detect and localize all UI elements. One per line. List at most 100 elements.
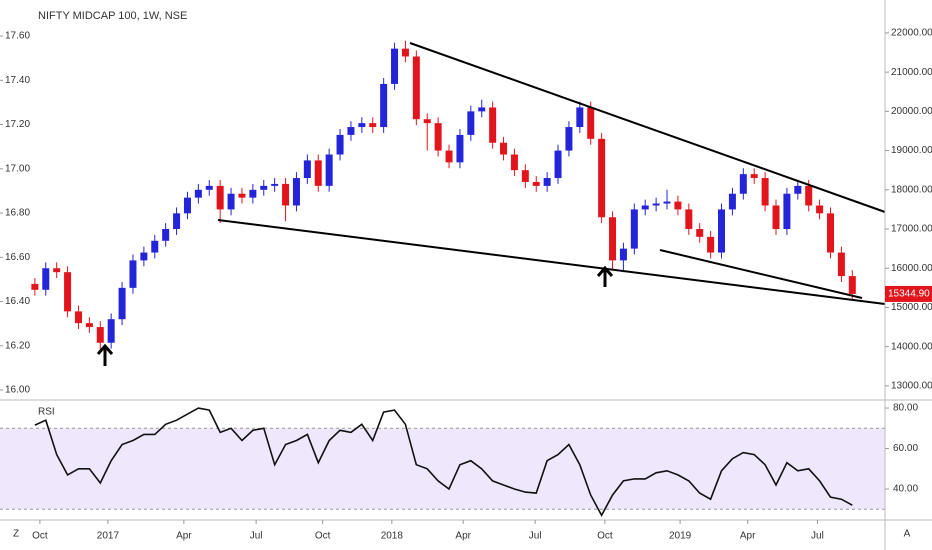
- candle-body: [750, 174, 758, 179]
- candle-body: [805, 185, 813, 206]
- candle-body: [96, 327, 104, 343]
- candle-body: [554, 150, 562, 179]
- candle-body: [467, 111, 475, 135]
- candle-body: [663, 201, 671, 204]
- candle-body: [728, 193, 736, 210]
- rsi-tick-label: 60.00: [893, 443, 918, 454]
- y2-tick-label: 17.40: [5, 75, 30, 86]
- candle-body: [739, 174, 747, 194]
- trend-line: [409, 42, 886, 213]
- candle-body: [314, 160, 322, 186]
- candle-body: [42, 268, 50, 290]
- y-tick-label: 17000.00: [891, 224, 932, 235]
- y-tick-label: 19000.00: [891, 145, 932, 156]
- toolbar-button[interactable]: A: [904, 529, 911, 540]
- candle-body: [107, 319, 115, 343]
- candle-body: [369, 123, 377, 128]
- candle-body: [848, 276, 856, 294]
- candle-body: [401, 48, 409, 57]
- candle-body: [521, 170, 529, 182]
- y-tick-label: 14000.00: [891, 341, 932, 352]
- candle-body: [358, 123, 366, 128]
- candle-body: [74, 311, 82, 324]
- candle-body: [816, 205, 824, 214]
- candle-body: [162, 229, 170, 241]
- y-tick-label: 20000.00: [891, 106, 932, 117]
- candle-body: [140, 252, 148, 261]
- candle-body: [260, 185, 268, 190]
- y2-tick-label: 16.20: [5, 340, 30, 351]
- arrow: [596, 265, 614, 287]
- candle-body: [129, 260, 137, 288]
- candle-body: [64, 272, 72, 312]
- rsi-band: [0, 428, 885, 510]
- candle-body: [216, 185, 224, 210]
- candle-body: [412, 56, 420, 120]
- candle-body: [118, 287, 126, 320]
- candle-body: [609, 217, 617, 261]
- candle-body: [794, 185, 802, 194]
- candle-body: [587, 107, 595, 139]
- candles: [31, 40, 856, 351]
- candle-body: [619, 248, 627, 261]
- candle-body: [282, 183, 290, 206]
- x-tick-label: Apr: [176, 531, 192, 542]
- candle-body: [630, 209, 638, 249]
- y-tick-label: 16000.00: [891, 263, 932, 274]
- y-tick-label: 21000.00: [891, 67, 932, 78]
- candle-body: [183, 197, 191, 214]
- rsi-line: [34, 407, 853, 517]
- last-price-label: 15344.90: [888, 289, 930, 300]
- candle-body: [783, 193, 791, 230]
- candle-body: [576, 107, 584, 128]
- y-tick-label: 15000.00: [891, 302, 932, 313]
- candle-body: [598, 138, 606, 218]
- y2-tick-label: 16.80: [5, 208, 30, 219]
- candle-body: [565, 127, 573, 151]
- candle-body: [718, 209, 726, 253]
- arrow: [96, 343, 114, 366]
- indicator-label: RSI: [38, 407, 55, 418]
- candle-body: [292, 178, 300, 206]
- candle-body: [641, 205, 649, 210]
- x-tick-label: Oct: [597, 531, 613, 542]
- x-tick-label: Oct: [315, 531, 331, 542]
- y2-tick-label: 16.40: [5, 296, 30, 307]
- candle-body: [478, 107, 486, 112]
- candle-body: [543, 178, 551, 186]
- candle-body: [205, 185, 213, 190]
- candle-body: [434, 123, 442, 151]
- candle-body: [53, 268, 61, 273]
- toolbar-button[interactable]: Z: [13, 529, 19, 540]
- candle-body: [696, 229, 704, 237]
- y2-tick-label: 16.60: [5, 252, 30, 263]
- candle-body: [445, 150, 453, 163]
- x-tick-label: 2018: [381, 531, 404, 542]
- candle-body: [85, 323, 93, 328]
- candle-body: [271, 183, 279, 186]
- rsi-tick-label: 40.00: [893, 484, 918, 495]
- candle-body: [456, 134, 464, 163]
- candle-body: [31, 283, 39, 290]
- rsi-pane: [0, 427, 885, 510]
- y2-tick-label: 17.20: [5, 119, 30, 130]
- y2-tick-label: 17.00: [5, 163, 30, 174]
- y-tick-label: 22000.00: [891, 28, 932, 39]
- x-tick-label: 2019: [669, 531, 692, 542]
- x-tick-label: Oct: [32, 531, 48, 542]
- candle-body: [391, 48, 399, 84]
- candle-body: [325, 154, 333, 186]
- candle-body: [173, 213, 181, 230]
- last-price-box: [885, 285, 932, 302]
- y-tick-label: 18000.00: [891, 184, 932, 195]
- x-tick-label: Apr: [455, 531, 471, 542]
- candle-body: [238, 193, 246, 198]
- y-tick-label: 13000.00: [891, 381, 932, 392]
- x-tick-label: Jul: [250, 531, 263, 542]
- x-tick-label: Jul: [529, 531, 542, 542]
- candle-body: [510, 154, 518, 171]
- candle-body: [761, 178, 769, 206]
- chart-title: NIFTY MIDCAP 100, 1W, NSE: [38, 10, 187, 22]
- trend-line: [659, 249, 863, 299]
